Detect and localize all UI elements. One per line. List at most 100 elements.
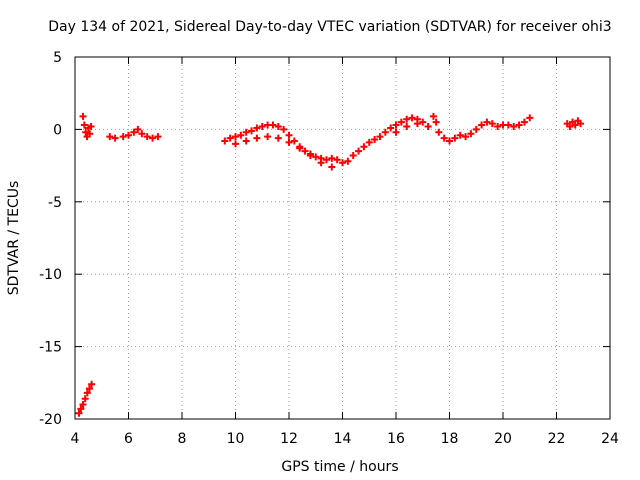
data-point	[360, 143, 368, 151]
data-point	[82, 128, 90, 136]
y-tick-label: 5	[53, 50, 62, 66]
data-point	[111, 134, 119, 142]
data-point	[312, 153, 320, 161]
data-point	[280, 125, 288, 133]
data-point	[232, 133, 239, 141]
data-point	[154, 133, 162, 141]
data-point	[408, 114, 416, 122]
data-point	[435, 128, 443, 136]
data-point	[478, 121, 486, 129]
x-tick-label: 8	[178, 431, 187, 447]
data-point	[467, 130, 475, 138]
x-tick-label: 12	[280, 431, 298, 447]
data-point	[472, 125, 480, 133]
data-point	[138, 130, 146, 138]
data-point	[413, 120, 421, 128]
data-point	[520, 118, 528, 126]
data-point	[429, 112, 437, 120]
data-point	[296, 144, 304, 152]
x-axis-label: GPS time / hours	[281, 459, 398, 475]
y-tick-label: -15	[39, 340, 62, 356]
data-point	[125, 131, 132, 139]
data-point	[526, 114, 534, 122]
data-point	[77, 405, 85, 413]
data-point	[397, 118, 405, 126]
data-point	[403, 115, 411, 123]
data-point	[85, 385, 93, 393]
data-point	[566, 123, 574, 131]
data-point	[403, 123, 411, 131]
data-point	[258, 123, 266, 131]
data-point	[253, 124, 261, 132]
grid	[75, 57, 610, 419]
data-point	[290, 137, 298, 145]
data-point	[83, 389, 91, 397]
y-tick-label: 0	[53, 122, 62, 138]
data-point	[242, 137, 250, 145]
data-point	[264, 133, 272, 141]
y-tick-label: -5	[48, 195, 62, 211]
data-point	[328, 154, 336, 162]
data-point	[456, 131, 464, 139]
data-point	[274, 134, 282, 142]
data-point	[494, 123, 502, 131]
data-point	[462, 133, 470, 141]
data-point	[328, 163, 336, 171]
data-point	[134, 125, 142, 133]
x-tick-label: 20	[494, 431, 512, 447]
data-point	[344, 157, 352, 165]
data-point	[333, 156, 341, 164]
x-tick-label: 4	[71, 431, 80, 447]
data-point	[237, 131, 245, 139]
data-point	[301, 147, 309, 155]
data-point	[232, 140, 239, 148]
data-point	[80, 121, 88, 129]
data-point	[577, 120, 585, 128]
data-point	[143, 133, 151, 141]
data-point	[87, 123, 95, 131]
data-point	[106, 133, 114, 141]
data-point	[515, 121, 523, 129]
data-point	[392, 121, 400, 129]
data-point	[285, 131, 293, 139]
data-point	[488, 120, 496, 128]
x-tick-label: 6	[124, 431, 133, 447]
data-point	[349, 151, 357, 159]
data-point	[504, 121, 512, 129]
data-point	[392, 128, 400, 136]
data-point	[419, 118, 427, 126]
data-point	[371, 136, 379, 144]
data-point	[510, 123, 518, 131]
data-point	[451, 134, 459, 142]
x-tick-label: 14	[334, 431, 352, 447]
data-points	[75, 112, 585, 417]
data-point	[355, 147, 363, 155]
data-point	[440, 134, 448, 142]
x-tick-label: 22	[548, 431, 566, 447]
x-tick-label: 10	[227, 431, 245, 447]
chart-title: Day 134 of 2021, Sidereal Day-to-day VTE…	[48, 19, 611, 35]
data-point	[242, 128, 250, 136]
data-point	[387, 124, 395, 132]
x-tick-label: 16	[387, 431, 405, 447]
data-point	[79, 112, 87, 120]
data-point	[86, 130, 94, 138]
data-point	[274, 123, 282, 131]
data-point	[432, 118, 440, 126]
y-tick-label: -20	[39, 412, 62, 428]
data-point	[322, 156, 330, 164]
data-point	[285, 138, 293, 146]
data-point	[130, 128, 138, 136]
data-point	[306, 151, 314, 159]
data-point	[269, 121, 277, 129]
data-point	[376, 133, 384, 141]
data-point	[446, 137, 453, 145]
x-tick-label: 24	[601, 431, 619, 447]
data-point	[119, 133, 127, 141]
data-point	[424, 123, 432, 131]
data-point	[221, 137, 229, 145]
axis-ticks: 4 6 8 10 12 14 16 18 20 22 24 -20 -15 -10 -5 0 5	[39, 50, 619, 447]
data-point	[483, 118, 491, 126]
data-point	[88, 380, 96, 388]
